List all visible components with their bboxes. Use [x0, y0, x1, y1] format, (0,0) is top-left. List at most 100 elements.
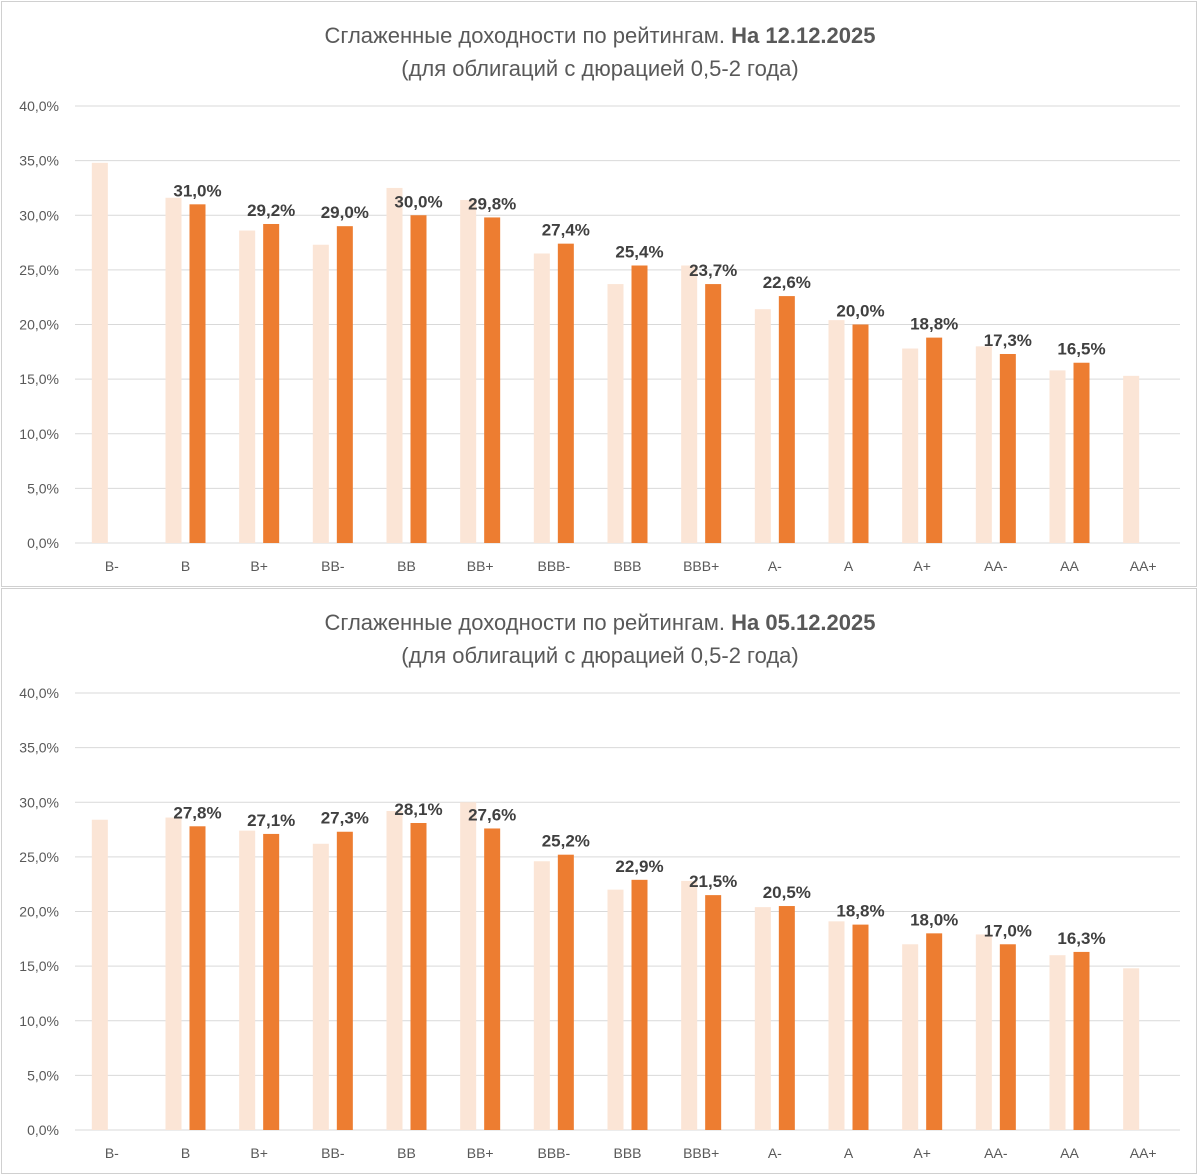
bar-previous-AA	[1049, 955, 1066, 1130]
x-tick-label: A	[844, 558, 854, 574]
x-tick-label: BBB+	[683, 558, 719, 574]
chart-title: Сглаженные доходности по рейтингам. На 0…	[325, 610, 876, 635]
data-label-BB+: 29,8%	[468, 194, 516, 213]
x-tick-label: BBB-	[537, 558, 570, 574]
data-label-BB-: 27,3%	[321, 809, 369, 828]
bar-previous-B	[165, 817, 182, 1130]
x-axis: B- B B+ BB- BB BB+ BBB- BBB BBB+ A- A A+ AA- AA AA+	[105, 558, 1157, 574]
bars	[91, 162, 1140, 544]
x-tick-label: BB-	[321, 1145, 345, 1161]
data-label-BBB+: 21,5%	[689, 872, 737, 891]
x-tick-label: BBB+	[683, 1145, 719, 1161]
x-tick-label: B	[181, 1145, 190, 1161]
bar-current-A-	[778, 296, 795, 543]
x-tick-label: AA-	[984, 558, 1008, 574]
x-tick-label: B-	[105, 558, 119, 574]
bar-previous-B+	[239, 830, 256, 1130]
x-tick-label: AA	[1060, 1145, 1079, 1161]
bar-previous-A	[828, 921, 845, 1130]
bar-previous-AA+	[1123, 375, 1140, 543]
bar-current-BB-	[336, 831, 353, 1130]
chart-svg: Сглаженные доходности по рейтингам. На 0…	[19, 610, 1180, 1161]
y-tick-label: 40,0%	[19, 98, 59, 114]
bar-current-BBB+	[705, 895, 722, 1130]
y-tick-label: 30,0%	[19, 794, 59, 810]
bar-previous-B-	[91, 819, 108, 1130]
data-label-BB: 28,1%	[394, 800, 442, 819]
bar-current-BBB-	[557, 854, 574, 1130]
bar-previous-AA-	[975, 934, 992, 1130]
data-label-B: 27,8%	[173, 803, 221, 822]
data-label-BB-: 29,0%	[321, 203, 369, 222]
chart-panel-dec-05: Сглаженные доходности по рейтингам. На 0…	[1, 588, 1197, 1174]
chart-subtitle: (для облигаций с дюрацией 0,5-2 года)	[401, 56, 798, 81]
bar-current-AA-	[999, 944, 1016, 1130]
chart-svg: Сглаженные доходности по рейтингам. На 1…	[19, 23, 1180, 574]
bar-previous-BB+	[460, 802, 477, 1130]
x-tick-label: BBB	[613, 558, 641, 574]
chart-subtitle: (для облигаций с дюрацией 0,5-2 года)	[401, 643, 798, 668]
bar-current-A+	[926, 933, 943, 1130]
bar-previous-BBB	[607, 889, 624, 1130]
y-tick-label: 40,0%	[19, 685, 59, 701]
bar-previous-BB+	[460, 199, 477, 543]
x-tick-label: B+	[250, 558, 268, 574]
x-tick-label: BBB	[613, 1145, 641, 1161]
data-label-A-: 22,6%	[763, 273, 811, 292]
y-tick-label: 35,0%	[19, 740, 59, 756]
x-tick-label: A-	[768, 1145, 782, 1161]
data-label-BBB-: 27,4%	[542, 221, 590, 240]
x-tick-label: BB-	[321, 558, 345, 574]
bar-previous-A+	[902, 944, 919, 1130]
x-tick-label: BB	[397, 558, 416, 574]
x-tick-label: A+	[913, 558, 931, 574]
bar-current-BB-	[336, 226, 353, 544]
bar-previous-BB-	[312, 843, 329, 1130]
x-tick-label: B+	[250, 1145, 268, 1161]
data-label-BBB+: 23,7%	[689, 261, 737, 280]
x-tick-label: AA+	[1130, 558, 1157, 574]
y-tick-label: 15,0%	[19, 371, 59, 387]
x-tick-label: BB+	[467, 558, 494, 574]
y-tick-label: 25,0%	[19, 262, 59, 278]
x-axis: B- B B+ BB- BB BB+ BBB- BBB BBB+ A- A A+ AA- AA AA+	[105, 1145, 1157, 1161]
x-tick-label: B-	[105, 1145, 119, 1161]
y-tick-label: 10,0%	[19, 426, 59, 442]
data-label-B+: 29,2%	[247, 201, 295, 220]
x-tick-label: AA	[1060, 558, 1079, 574]
x-tick-label: BBB-	[537, 1145, 570, 1161]
bar-previous-BB-	[312, 244, 329, 543]
bar-previous-AA-	[975, 346, 992, 543]
bar-current-B	[189, 204, 206, 543]
x-tick-label: AA+	[1130, 1145, 1157, 1161]
bar-previous-BBB	[607, 284, 624, 543]
data-label-BBB-: 25,2%	[542, 832, 590, 851]
bar-current-BBB+	[705, 284, 722, 543]
data-labels: 31,0% 29,2% 29,0% 30,0% 29,8% 27,4% 25,4% 23,7%…	[173, 181, 1105, 358]
data-label-BB+: 27,6%	[468, 805, 516, 824]
bar-current-BBB-	[557, 243, 574, 543]
bar-previous-B+	[239, 230, 256, 544]
x-tick-label: A+	[913, 1145, 931, 1161]
chart-panel-dec-12: Сглаженные доходности по рейтингам. На 1…	[1, 1, 1197, 587]
bar-previous-A+	[902, 348, 919, 543]
bar-current-A	[852, 924, 869, 1130]
bar-current-AA	[1073, 951, 1090, 1130]
bar-current-B+	[263, 223, 280, 544]
y-tick-label: 15,0%	[19, 958, 59, 974]
bar-previous-A-	[754, 309, 771, 543]
data-labels: 27,8% 27,1% 27,3% 28,1% 27,6% 25,2% 22,9% 21,5%…	[173, 800, 1105, 948]
y-tick-label: 5,0%	[27, 480, 59, 496]
data-label-AA-: 17,0%	[984, 921, 1032, 940]
bar-previous-BB	[386, 810, 403, 1130]
bar-current-A-	[778, 906, 795, 1130]
chart-title: Сглаженные доходности по рейтингам. На 1…	[325, 23, 876, 48]
bars	[91, 802, 1140, 1130]
bar-previous-BBB+	[681, 265, 698, 543]
bar-current-A+	[926, 337, 943, 543]
data-label-AA: 16,5%	[1057, 340, 1105, 359]
bar-current-BB+	[484, 217, 501, 543]
x-tick-label: B	[181, 558, 190, 574]
bar-current-B	[189, 826, 206, 1130]
data-label-A+: 18,0%	[910, 910, 958, 929]
